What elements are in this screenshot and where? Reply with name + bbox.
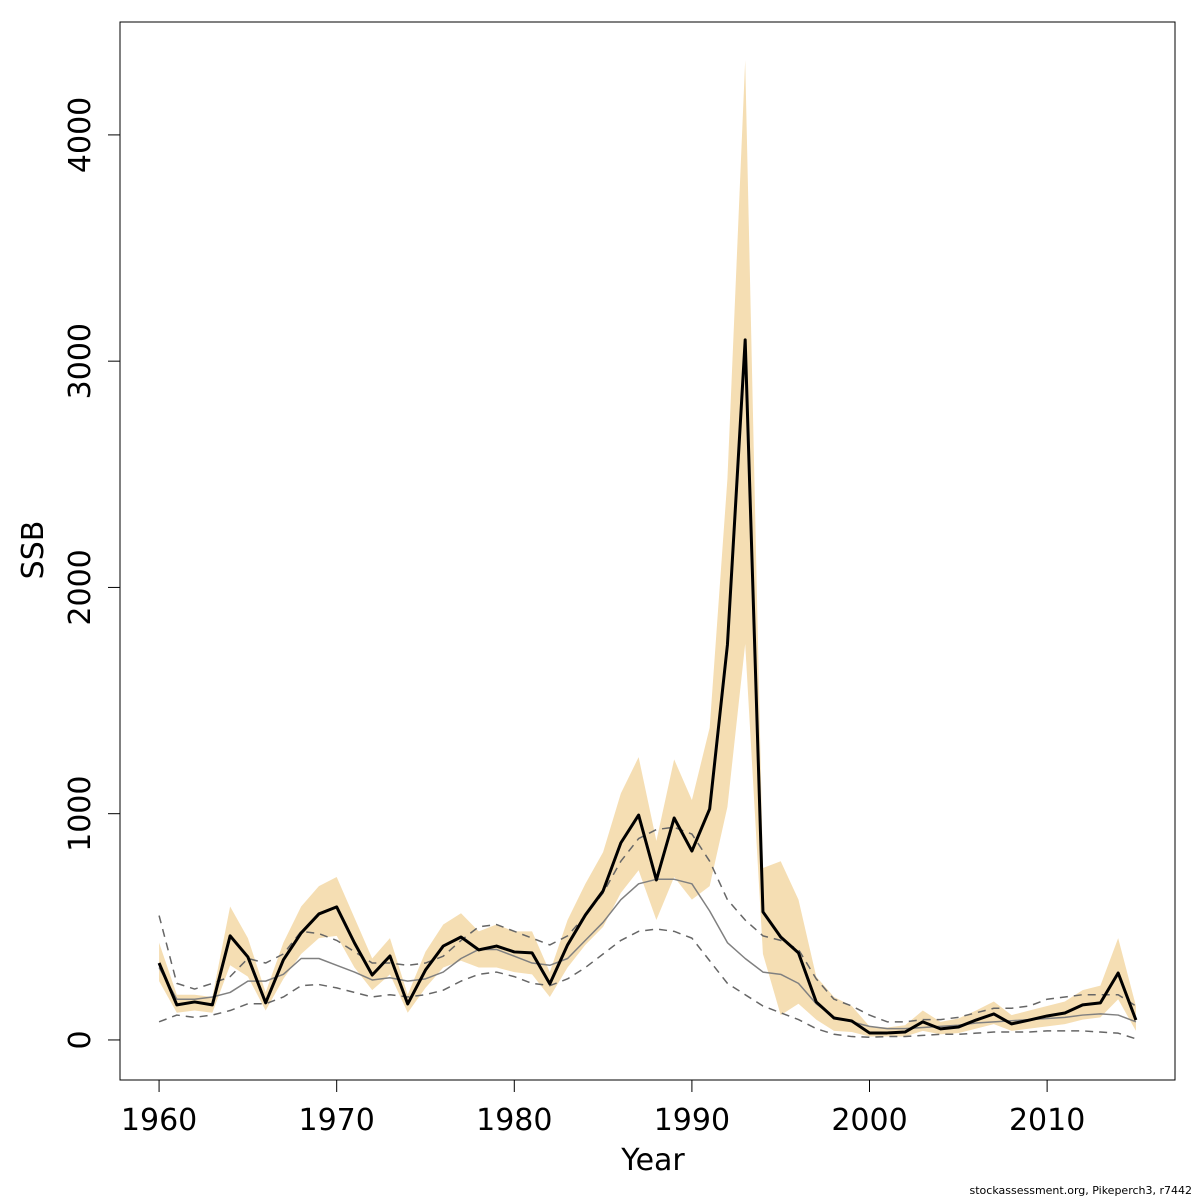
plot-frame: [119, 21, 1176, 1081]
y-tick-label: 0: [63, 1030, 98, 1049]
series-line: [158, 928, 1137, 1040]
x-tick-label: 2000: [831, 1103, 907, 1138]
y-tick-label: 4000: [63, 97, 98, 173]
series-line: [157, 338, 1138, 1035]
x-tick-label: 1990: [654, 1103, 730, 1138]
x-axis-label: Year: [620, 1143, 685, 1178]
x-tick-label: 2010: [1009, 1103, 1085, 1138]
footer: stockassessment.org, Pikeperch3, r7442: [970, 1184, 1192, 1197]
x-tick-label: 1980: [476, 1103, 552, 1138]
y-tick-label: 3000: [63, 323, 98, 399]
x-tick-label: 1960: [121, 1103, 197, 1138]
series-line: [158, 826, 1137, 1023]
x-tick-label: 1970: [299, 1103, 375, 1138]
series-line: [158, 878, 1137, 1030]
y-tick-label: 1000: [63, 776, 98, 852]
y-axis-label: SSB: [16, 521, 51, 580]
y-tick-label: 2000: [63, 549, 98, 625]
confidence-band: [159, 60, 1136, 1037]
